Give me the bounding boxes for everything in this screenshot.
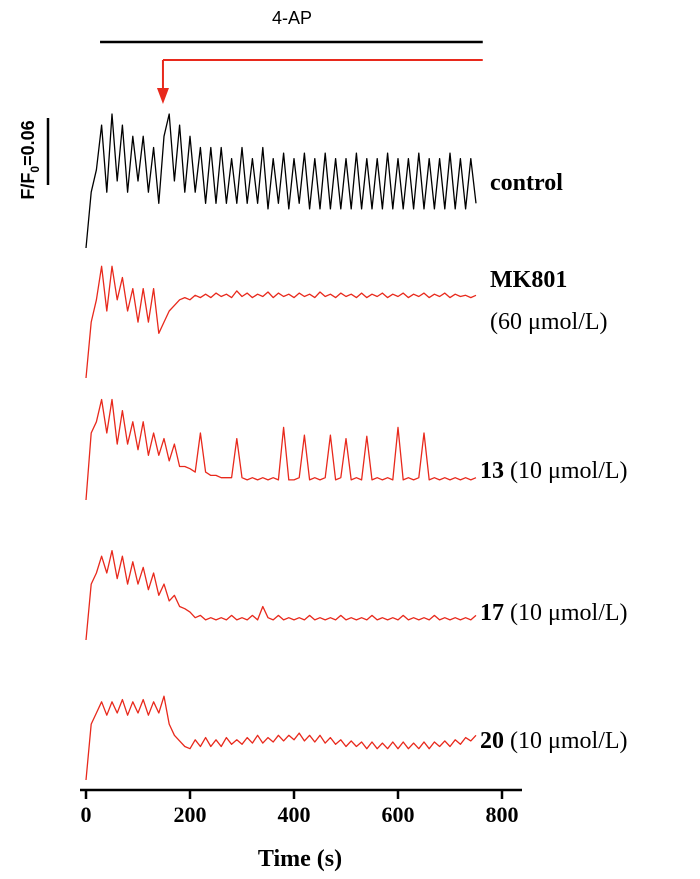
trace — [85, 113, 477, 249]
x-tick-label: 200 — [174, 802, 207, 827]
scale-label-part: F/F — [18, 173, 38, 200]
scale-bar-label: F/F0=0.06 — [18, 120, 42, 199]
x-tick-label: 400 — [278, 802, 311, 827]
trace-dose: (60 μmol/L) — [490, 309, 608, 335]
trace-label: 20 (10 μmol/L) — [480, 728, 628, 754]
trace-dose: (10 μmol/L) — [510, 458, 628, 484]
trace-dose: (10 μmol/L) — [510, 600, 628, 626]
trace — [85, 398, 477, 501]
trace-name: control — [490, 170, 563, 196]
chart-title: 4-AP — [272, 8, 312, 28]
x-axis-label: Time (s) — [258, 846, 342, 872]
trace — [85, 695, 477, 781]
trace-name: MK801 — [490, 267, 567, 293]
x-tick-label: 600 — [382, 802, 415, 827]
trace-name: 13 — [480, 458, 504, 484]
trace-name: 20 — [480, 728, 504, 754]
x-tick-label: 800 — [486, 802, 519, 827]
compound-arrowhead — [156, 88, 169, 104]
scale-label-part: 0 — [28, 166, 42, 173]
trace-label: control — [490, 170, 563, 196]
trace-name: 17 — [480, 600, 504, 626]
trace-label: 13 (10 μmol/L) — [480, 458, 628, 484]
trace — [85, 549, 477, 641]
trace-label: MK801 — [490, 267, 567, 293]
trace — [85, 265, 477, 379]
trace-label: 17 (10 μmol/L) — [480, 600, 628, 626]
trace-dose: (10 μmol/L) — [510, 728, 628, 754]
x-tick-label: 0 — [81, 802, 92, 827]
scale-label-part: =0.06 — [18, 120, 38, 166]
